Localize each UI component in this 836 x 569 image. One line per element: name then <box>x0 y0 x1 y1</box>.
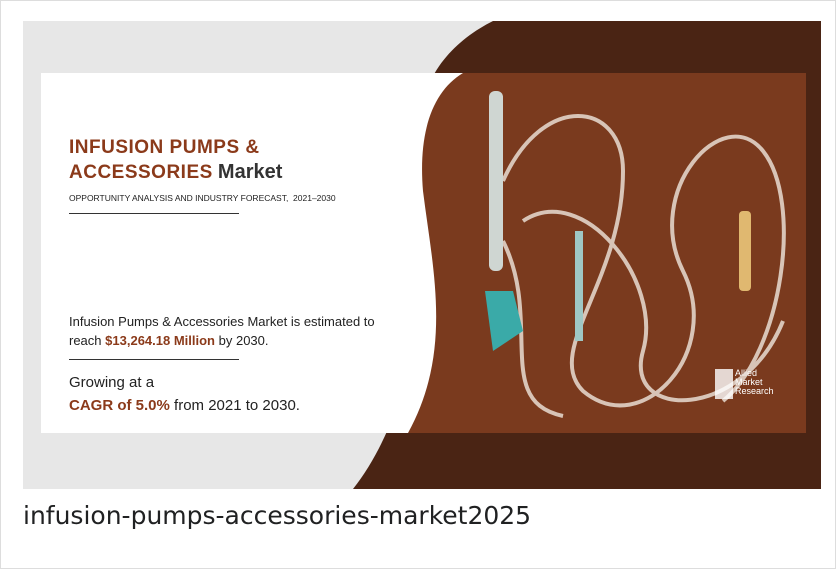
title-line: INFUSION PUMPS & <box>69 137 260 159</box>
divider <box>69 359 239 360</box>
estimate-line: Infusion Pumps & Accessories Market is e… <box>69 314 375 329</box>
estimate-line: reach $13,264.18 Million by 2030. <box>69 333 269 348</box>
banner-image <box>23 21 821 489</box>
title-rest: Market <box>218 161 282 183</box>
title-line: ACCESSORIES Market <box>69 161 282 184</box>
title-bold: ACCESSORIES <box>69 162 213 183</box>
estimate-value: $13,264.18 Million <box>105 333 215 348</box>
divider <box>69 213 239 214</box>
subtitle: OPPORTUNITY ANALYSIS AND INDUSTRY FORECA… <box>69 193 336 203</box>
caption: infusion-pumps-accessories-market2025 <box>23 501 531 530</box>
logo: Allied Market Research <box>735 369 774 396</box>
page: INFUSION PUMPS & ACCESSORIES Market OPPO… <box>0 0 836 569</box>
logo-text: Research <box>735 387 774 396</box>
growth-line: CAGR of 5.0% from 2021 to 2030. <box>69 397 300 414</box>
text: by 2030. <box>219 333 269 348</box>
growth-line: Growing at a <box>69 374 154 391</box>
growth-value: CAGR of 5.0% <box>69 397 170 414</box>
text: from 2021 to 2030. <box>174 397 300 414</box>
text: reach <box>69 333 102 348</box>
